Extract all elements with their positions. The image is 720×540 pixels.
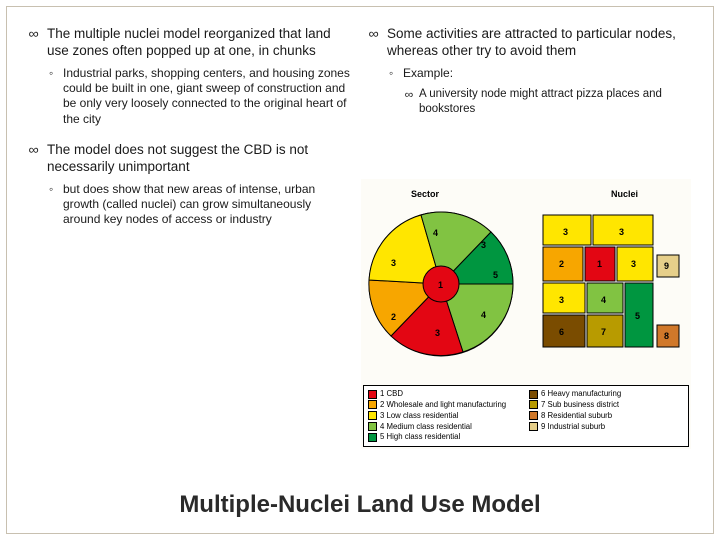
text: Example: — [403, 66, 453, 80]
svg-text:3: 3 — [559, 295, 564, 305]
svg-text:2: 2 — [559, 259, 564, 269]
right-bullet-1: Some activities are attracted to particu… — [369, 25, 691, 60]
sector-model: 1 3 4 3 2 3 4 5 — [369, 212, 513, 356]
svg-text:3: 3 — [391, 258, 396, 268]
svg-text:1: 1 — [597, 259, 602, 269]
svg-text:7: 7 — [601, 327, 606, 337]
text: but does show that new areas of intense,… — [63, 182, 315, 227]
svg-text:5: 5 — [635, 311, 640, 321]
left-column: The multiple nuclei model reorganized th… — [29, 25, 351, 234]
svg-text:9: 9 — [664, 261, 669, 271]
legend-2: 2 Wholesale and light manufacturing — [380, 400, 506, 410]
svg-text:4: 4 — [601, 295, 606, 305]
legend-1: 1 CBD — [380, 389, 403, 399]
page-title: Multiple-Nuclei Land Use Model — [7, 491, 713, 519]
svg-text:3: 3 — [631, 259, 636, 269]
svg-text:1: 1 — [438, 280, 443, 290]
right-sub-1: Example: — [369, 66, 691, 81]
svg-text:4: 4 — [481, 310, 486, 320]
models-svg: 1 3 4 3 2 3 4 5 Sector — [361, 179, 691, 389]
legend-7: 7 Sub business district — [541, 400, 619, 410]
text: Some activities are attracted to particu… — [387, 26, 676, 58]
legend-col-left: 1 CBD 2 Wholesale and light manufacturin… — [368, 389, 523, 443]
diagram-area: 1 3 4 3 2 3 4 5 Sector — [361, 179, 691, 449]
legend-4: 4 Medium class residential — [380, 422, 472, 432]
nuclei-label: Nuclei — [611, 189, 638, 199]
svg-text:3: 3 — [619, 227, 624, 237]
svg-text:3: 3 — [481, 240, 486, 250]
sector-label: Sector — [411, 189, 440, 199]
svg-text:2: 2 — [391, 312, 396, 322]
svg-text:6: 6 — [559, 327, 564, 337]
text: The multiple nuclei model reorganized th… — [47, 26, 331, 58]
left-sub-1: Industrial parks, shopping centers, and … — [29, 66, 351, 127]
svg-text:8: 8 — [664, 331, 669, 341]
slide-frame: The multiple nuclei model reorganized th… — [6, 6, 714, 534]
text: Industrial parks, shopping centers, and … — [63, 66, 350, 126]
left-sub-2: but does show that new areas of intense,… — [29, 182, 351, 228]
svg-text:3: 3 — [435, 328, 440, 338]
svg-text:4: 4 — [433, 228, 438, 238]
text: The model does not suggest the CBD is no… — [47, 142, 308, 174]
legend-3: 3 Low class residential — [380, 411, 458, 421]
text: A university node might attract pizza pl… — [419, 88, 662, 115]
left-bullet-1: The multiple nuclei model reorganized th… — [29, 25, 351, 60]
nuclei-model: 3 3 2 1 3 3 4 5 6 7 9 8 — [533, 207, 683, 367]
svg-text:3: 3 — [563, 227, 568, 237]
left-bullet-2: The model does not suggest the CBD is no… — [29, 141, 351, 176]
legend: 1 CBD 2 Wholesale and light manufacturin… — [363, 385, 689, 447]
legend-6: 6 Heavy manufacturing — [541, 389, 621, 399]
svg-text:5: 5 — [493, 270, 498, 280]
legend-col-right: 6 Heavy manufacturing 7 Sub business dis… — [529, 389, 684, 443]
legend-5: 5 High class residential — [380, 432, 460, 442]
legend-9: 9 Industrial suburb — [541, 422, 605, 432]
right-subsub-1: A university node might attract pizza pl… — [369, 87, 691, 116]
legend-8: 8 Residential suburb — [541, 411, 612, 421]
